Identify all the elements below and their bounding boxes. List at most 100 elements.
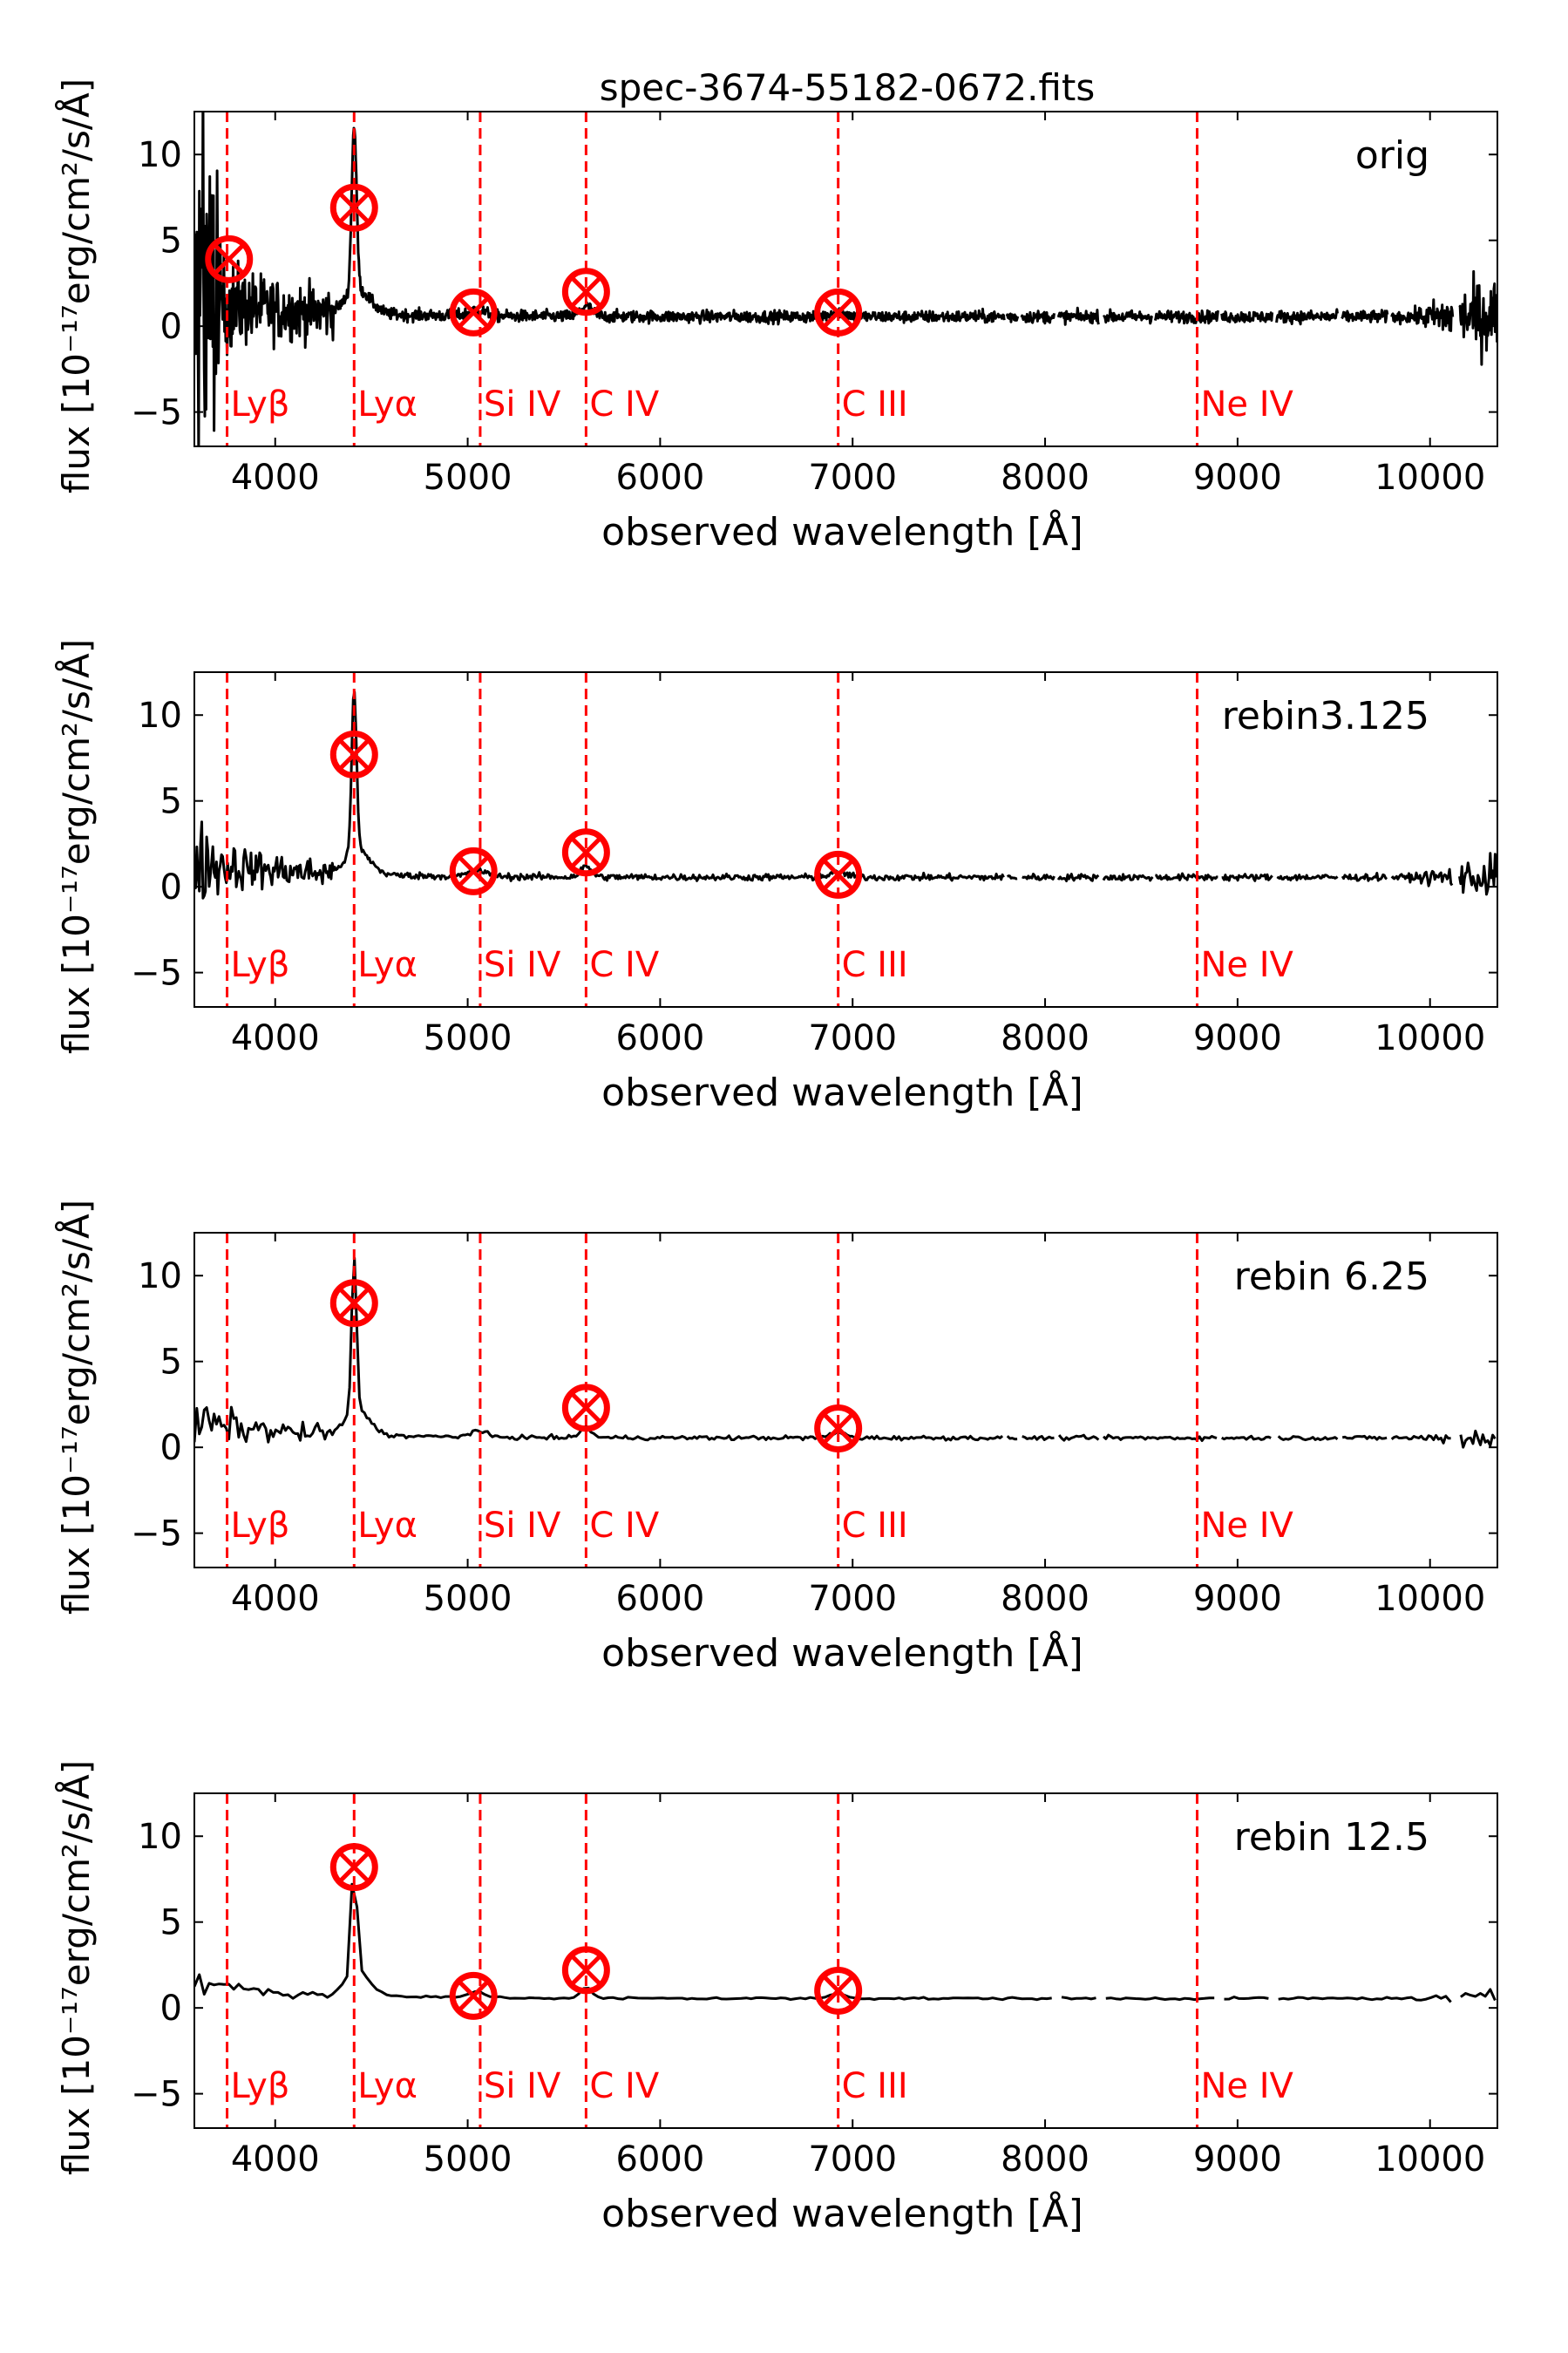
- panel-2: Lyβ Lyα Si IV C IV C III Ne IV 4000 5000 6000 700…: [54, 639, 1498, 1115]
- x-tick-label: 9000: [1193, 1579, 1282, 1619]
- x-tick-label: 8000: [1001, 1018, 1089, 1058]
- x-axis-label: observed wavelength [Å]: [601, 1629, 1083, 1676]
- x-tick-label: 7000: [808, 1579, 897, 1619]
- detection-marker: [561, 268, 610, 316]
- x-tick-label: 7000: [808, 458, 897, 498]
- x-tick-label: 10000: [1375, 458, 1485, 498]
- x-tick-label: 4000: [231, 458, 320, 498]
- x-tick-label: 6000: [616, 1018, 705, 1058]
- line-label: Ne IV: [1201, 384, 1294, 425]
- line-label: C IV: [589, 2066, 659, 2106]
- y-tick-label: 10: [138, 1817, 182, 1857]
- line-label: Ne IV: [1201, 1506, 1294, 1546]
- x-tick-label: 6000: [616, 458, 705, 498]
- line-label: Lyα: [357, 945, 417, 985]
- detection-marker: [329, 183, 378, 232]
- detection-marker: [449, 288, 498, 337]
- axes-frame: [193, 1792, 1498, 2129]
- x-tick-label: 7000: [808, 2139, 897, 2180]
- line-label: Ne IV: [1201, 2066, 1294, 2106]
- panel-label: orig: [1355, 133, 1429, 178]
- axes-frame: [193, 671, 1498, 1008]
- panel-label: rebin3.125: [1222, 694, 1429, 738]
- axes-frame: [193, 111, 1498, 447]
- x-tick-label: 8000: [1001, 458, 1089, 498]
- detection-marker: [329, 1279, 378, 1328]
- detection-marker: [205, 235, 254, 283]
- y-tick-label: −5: [131, 954, 182, 994]
- line-label: Si IV: [484, 2066, 561, 2106]
- spectrum-line: [194, 690, 1497, 900]
- line-label: Si IV: [484, 945, 561, 985]
- spectrum-line: [194, 1256, 1497, 1449]
- detection-marker: [814, 288, 863, 337]
- line-label: Lyα: [357, 2066, 417, 2106]
- detection-marker: [329, 731, 378, 779]
- x-tick-label: 10000: [1375, 2139, 1485, 2180]
- x-tick-label: 5000: [424, 2139, 512, 2180]
- line-label: C IV: [589, 945, 659, 985]
- y-tick-label: −5: [131, 1514, 182, 1554]
- y-tick-label: −5: [131, 2075, 182, 2115]
- line-label: Lyα: [357, 384, 417, 425]
- y-axis-label: flux [10⁻¹⁷erg/cm²/s/Å]: [54, 1200, 98, 1615]
- x-tick-label: 5000: [424, 458, 512, 498]
- y-tick-label: 5: [160, 1903, 182, 1943]
- x-tick-label: 9000: [1193, 2139, 1282, 2180]
- y-tick-label: 5: [160, 782, 182, 822]
- figure-title: spec-3674-55182-0672.fits: [600, 66, 1095, 109]
- x-tick-label: 9000: [1193, 458, 1282, 498]
- x-tick-label: 10000: [1375, 1579, 1485, 1619]
- x-tick-label: 9000: [1193, 1018, 1282, 1058]
- x-axis-label: observed wavelength [Å]: [601, 2190, 1083, 2236]
- detection-marker: [814, 1404, 863, 1452]
- line-label: Lyβ: [231, 2066, 290, 2106]
- panel-label: rebin 12.5: [1234, 1815, 1429, 1860]
- detection-marker: [449, 1971, 498, 2020]
- y-tick-label: 5: [160, 221, 182, 262]
- x-tick-label: 8000: [1001, 1579, 1089, 1619]
- x-tick-label: 4000: [231, 1018, 320, 1058]
- panel-1: Lyβ Lyα Si IV C IV C III Ne IV 4000 5000 6000 700…: [54, 78, 1498, 554]
- x-tick-label: 8000: [1001, 2139, 1089, 2180]
- axes-frame: [193, 1232, 1498, 1568]
- line-label: Lyα: [357, 1506, 417, 1546]
- y-tick-label: 0: [160, 867, 182, 908]
- x-axis-label: observed wavelength [Å]: [601, 1069, 1083, 1115]
- x-tick-label: 4000: [231, 2139, 320, 2180]
- line-label: C IV: [589, 384, 659, 425]
- y-tick-label: 0: [160, 1989, 182, 2029]
- detection-marker: [329, 1843, 378, 1892]
- line-label: C III: [842, 1506, 908, 1546]
- y-tick-label: 5: [160, 1343, 182, 1383]
- y-axis-label: flux [10⁻¹⁷erg/cm²/s/Å]: [54, 1760, 98, 2175]
- detection-marker: [561, 828, 610, 877]
- y-axis-label: flux [10⁻¹⁷erg/cm²/s/Å]: [54, 639, 98, 1054]
- x-tick-label: 10000: [1375, 1018, 1485, 1058]
- line-label: C IV: [589, 1506, 659, 1546]
- x-tick-label: 4000: [231, 1579, 320, 1619]
- x-tick-label: 6000: [616, 1579, 705, 1619]
- panel-3: Lyβ Lyα Si IV C IV C III Ne IV 4000 5000 6000 700…: [54, 1200, 1498, 1676]
- detection-marker: [814, 1966, 863, 2015]
- panel-label: rebin 6.25: [1234, 1255, 1429, 1299]
- x-tick-label: 5000: [424, 1579, 512, 1619]
- line-label: Lyβ: [231, 945, 290, 985]
- line-label: Si IV: [484, 1506, 561, 1546]
- line-label: Ne IV: [1201, 945, 1294, 985]
- y-tick-label: 10: [138, 135, 182, 175]
- panel-4: Lyβ Lyα Si IV C IV C III Ne IV 4000 5000 6000 700…: [54, 1760, 1498, 2236]
- line-label: C III: [842, 2066, 908, 2106]
- x-tick-label: 6000: [616, 2139, 705, 2180]
- detection-marker: [814, 850, 863, 899]
- detection-marker: [561, 1946, 610, 1995]
- line-label: C III: [842, 384, 908, 425]
- y-axis-label: flux [10⁻¹⁷erg/cm²/s/Å]: [54, 78, 98, 493]
- y-tick-label: 0: [160, 307, 182, 347]
- spectrum-line: [194, 112, 1497, 446]
- line-label: Lyβ: [231, 1506, 290, 1546]
- y-tick-label: 10: [138, 1256, 182, 1296]
- spectrum-line: [194, 1882, 1497, 2003]
- line-label: Lyβ: [231, 384, 290, 425]
